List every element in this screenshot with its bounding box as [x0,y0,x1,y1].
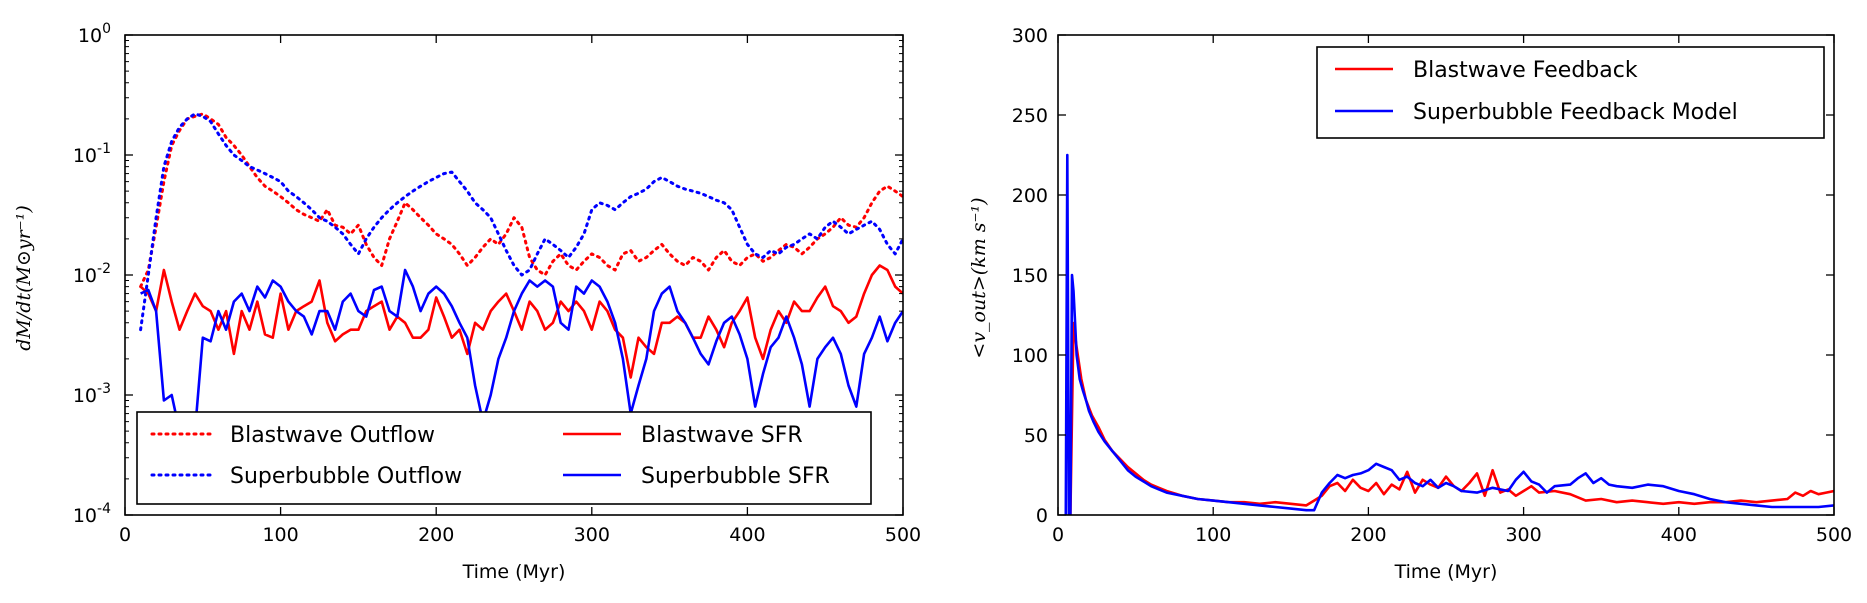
legend: Blastwave Feedback Superbubble Feedback M… [1316,46,1825,139]
x-tick-label: 500 [1816,524,1852,546]
legend-label: Blastwave Outflow [230,423,435,448]
x-tick-label: 100 [1195,524,1231,546]
x-tick-label: 400 [1661,524,1697,546]
series-line-superbubble-feedback-model [1064,153,1834,515]
y-tick-label: 150 [1012,265,1048,287]
series-line-superbubble-sfr [140,268,903,445]
x-tick-label: 200 [418,524,454,546]
right-xlabel: Time (Myr) [1394,561,1498,583]
series-line-blastwave-feedback [1069,321,1834,515]
y-tick-label: 0 [1036,505,1048,527]
left-ylabel-text: dM/dt(M⊙yr⁻¹) [13,205,35,350]
legend: Blastwave Outflow Superbubble Outflow Blas… [136,411,872,505]
legend-frame [1316,46,1825,139]
right-ylabel-text: <v_out>(km s⁻¹) [968,197,990,358]
y-tick-label: 200 [1012,185,1048,207]
left-xlabel: Time (Myr) [462,561,566,583]
y-tick-label: 10-2 [73,261,111,287]
x-tick-label: 200 [1350,524,1386,546]
legend-label: Blastwave Feedback [1413,58,1638,83]
series-line-superbubble-outflow [139,112,903,332]
x-tick-label: 500 [885,524,921,546]
y-tick-label: 10-4 [73,501,111,527]
y-tick-label: 250 [1012,105,1048,127]
legend-label: Blastwave SFR [641,423,803,448]
x-tick-label: 100 [262,524,298,546]
right-ylabel: <v_out>(km s⁻¹) [968,197,990,358]
y-tick-label: 300 [1012,25,1048,47]
y-tick-label: 50 [1024,425,1048,447]
outflow-chart: dM/dt(M⊙yr⁻¹) Time (Myr) 0 100 200 300 400 50… [13,21,921,583]
legend-label: Superbubble SFR [641,464,830,489]
y-tick-label: 10-1 [73,141,111,167]
left-ylabel: dM/dt(M⊙yr⁻¹) [13,205,35,350]
y-tick-label: 10-3 [73,381,111,407]
x-tick-label: 400 [729,524,765,546]
series-line-blastwave-outflow [139,112,903,289]
x-tick-label: 300 [1505,524,1541,546]
series-line-blastwave-sfr [139,264,903,379]
plot-area [1064,153,1834,515]
x-tick-label: 300 [574,524,610,546]
legend-frame [136,411,872,505]
y-tick-label: 100 [78,21,111,47]
x-tick-label: 0 [119,524,131,546]
y-tick-label: 100 [1012,345,1048,367]
legend-label: Superbubble Outflow [230,464,462,489]
velocity-chart: <v_out>(km s⁻¹) Time (Myr) 0 100 200 300 400… [968,25,1852,583]
x-tick-label: 0 [1052,524,1064,546]
legend-label: Superbubble Feedback Model [1413,100,1738,125]
plot-area [139,112,903,445]
